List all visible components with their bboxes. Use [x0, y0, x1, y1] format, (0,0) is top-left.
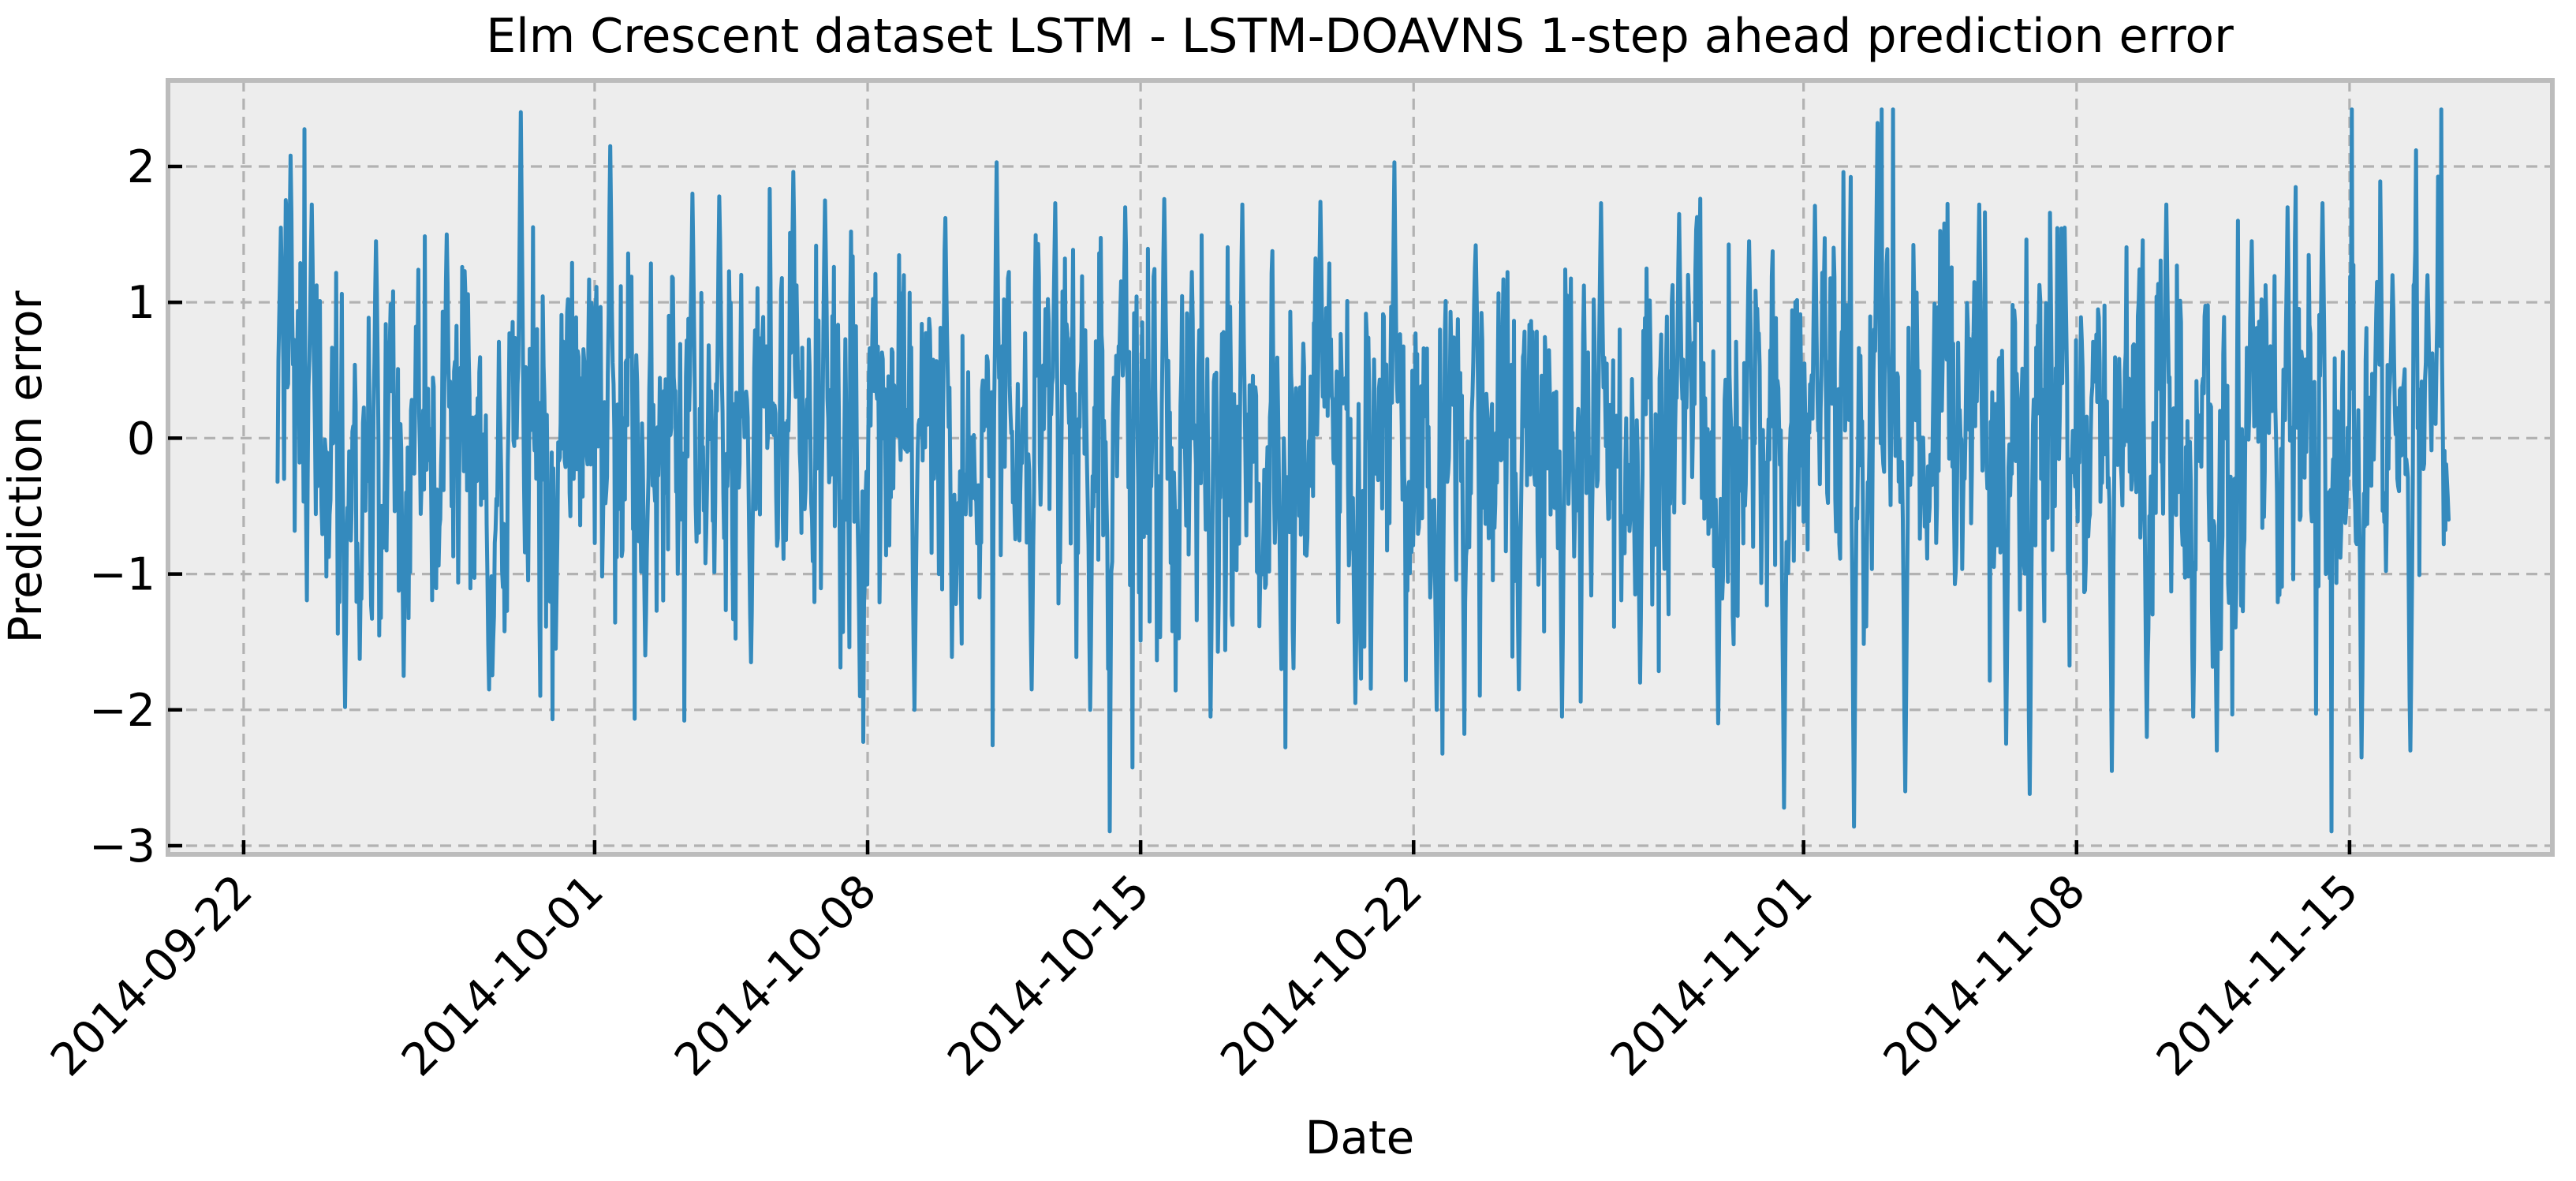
x-tick-label: 2014-11-08: [1874, 865, 2096, 1086]
y-tick-label: −3: [89, 820, 155, 873]
x-tick-label: 2014-11-01: [1601, 865, 1823, 1086]
x-tick-label: 2014-09-22: [41, 865, 263, 1086]
tick-marks: [168, 164, 2352, 854]
y-tick-label: −1: [89, 549, 155, 601]
y-tick-label: 2: [127, 141, 155, 193]
y-axis-label: Prediction error: [0, 290, 52, 643]
y-tick-label: −2: [89, 685, 155, 737]
x-tick-label: 2014-10-08: [665, 865, 887, 1086]
axes-spines: [166, 78, 2555, 857]
y-tick-label: 0: [127, 413, 155, 465]
x-tick-label: 2014-10-22: [1211, 865, 1432, 1086]
y-tick-labels: 2 1 0 −1 −2 −3: [89, 141, 155, 873]
x-tick-label: 2014-11-15: [2147, 865, 2369, 1086]
x-axis-label: Date: [1305, 1111, 1415, 1164]
series-line: [275, 107, 2451, 834]
chart-title: Elm Crescent dataset LSTM - LSTM-DOAVNS …: [486, 9, 2234, 64]
x-tick-label: 2014-10-01: [392, 865, 614, 1086]
series-group: [275, 107, 2451, 834]
x-tick-labels: 2014-09-22 2014-10-01 2014-10-08 2014-10-15…: [41, 865, 2369, 1086]
y-tick-label: 1: [127, 277, 155, 329]
x-tick-label: 2014-10-15: [938, 865, 1159, 1086]
